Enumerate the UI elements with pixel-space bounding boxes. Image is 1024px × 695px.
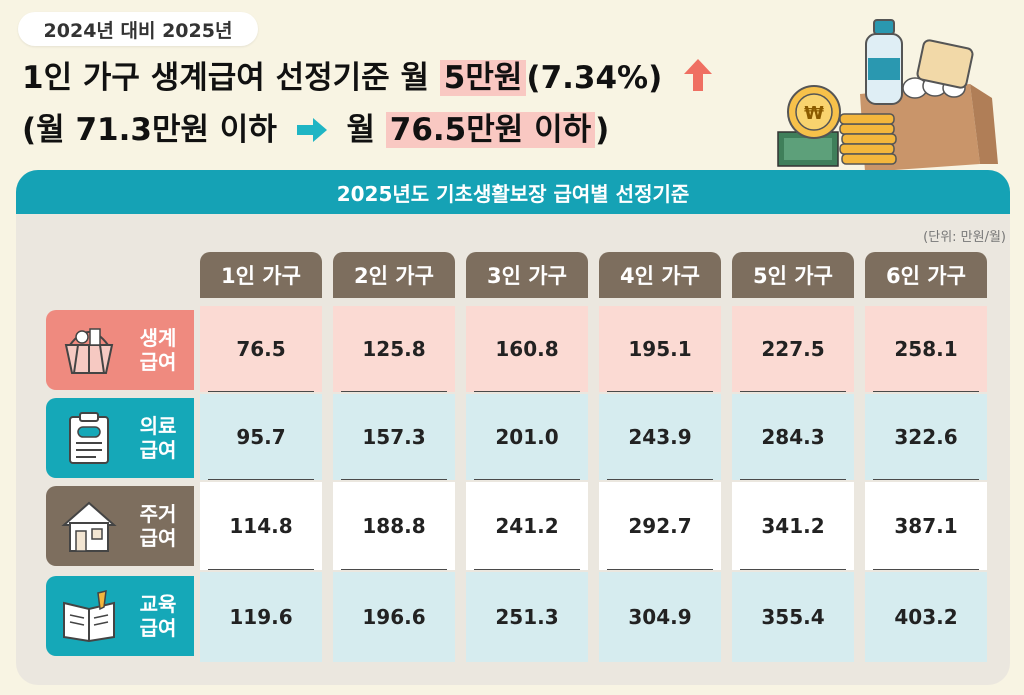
table-cell: 227.5 — [732, 306, 854, 392]
headline-highlight-amount: 5만원 — [439, 60, 527, 96]
row-label-bottom: 급여 — [139, 526, 177, 550]
table-cell: 251.3 — [466, 572, 588, 662]
row-label-medical: 의료 급여 — [46, 398, 194, 478]
table-cell: 201.0 — [466, 394, 588, 480]
table-cell: 284.3 — [732, 394, 854, 480]
row-label-top: 교육 — [139, 592, 177, 616]
house-icon — [61, 501, 117, 552]
headline-new-threshold: 76.5만원 이하 — [385, 112, 596, 148]
table-cell: 292.7 — [599, 482, 721, 570]
row-label-top: 의료 — [139, 414, 177, 438]
column-header-1-person: 1인 가구 — [200, 252, 322, 298]
row-label-livelihood: 생계 급여 — [46, 310, 194, 390]
table-cell: 114.8 — [200, 482, 322, 570]
open-book-icon — [63, 590, 115, 643]
table-cell: 387.1 — [865, 482, 987, 570]
row-label-housing: 주거 급여 — [46, 486, 194, 566]
table-cell: 341.2 — [732, 482, 854, 570]
table-cell: 196.6 — [333, 572, 455, 662]
arrow-up-icon — [684, 59, 713, 91]
table-cell: 258.1 — [865, 306, 987, 392]
headline-line-1: 1인 가구 생계급여 선정기준 월 5만원 (7.34%) — [22, 58, 713, 98]
medical-chart-icon — [69, 412, 109, 464]
table-cell: 95.7 — [200, 394, 322, 480]
table-cell: 160.8 — [466, 306, 588, 392]
svg-text:₩: ₩ — [804, 103, 824, 124]
table-cell: 355.4 — [732, 572, 854, 662]
table-cell: 304.9 — [599, 572, 721, 662]
row-label-top: 주거 — [139, 502, 177, 526]
table-cell: 243.9 — [599, 394, 721, 480]
row-label-bottom: 급여 — [139, 616, 177, 640]
column-header-3-person: 3인 가구 — [466, 252, 588, 298]
table-cell: 119.6 — [200, 572, 322, 662]
row-label-education: 교육 급여 — [46, 576, 194, 656]
year-comparison-badge: 2024년 대비 2025년 — [18, 12, 258, 46]
column-header-4-person: 4인 가구 — [599, 252, 721, 298]
row-label-bottom: 급여 — [139, 438, 177, 462]
row-label-top: 생계 — [139, 326, 177, 350]
grocery-money-illustration: ₩ — [777, 19, 998, 172]
unit-label: (단위: 만원/월) — [923, 230, 1006, 245]
headline-percent: (7.34%) — [526, 60, 663, 96]
table-cell: 322.6 — [865, 394, 987, 480]
row-label-bottom: 급여 — [139, 350, 177, 374]
table-cell: 241.2 — [466, 482, 588, 570]
headline-previous-threshold: (월 71.3만원 이하 — [22, 112, 277, 148]
table-cell: 403.2 — [865, 572, 987, 662]
column-header-5-person: 5인 가구 — [732, 252, 854, 298]
table-title: 2025년도 기초생활보장 급여별 선정기준 — [16, 170, 1010, 214]
shopping-basket-icon — [64, 328, 114, 374]
headline-line-2: (월 71.3만원 이하 월 76.5만원 이하) — [22, 110, 609, 150]
headline-close-paren: ) — [595, 112, 610, 148]
column-header-2-person: 2인 가구 — [333, 252, 455, 298]
table-cell: 188.8 — [333, 482, 455, 570]
arrow-right-icon — [296, 118, 327, 142]
headline-prefix: 1인 가구 생계급여 선정기준 월 — [22, 60, 440, 96]
table-cell: 125.8 — [333, 306, 455, 392]
table-cell: 76.5 — [200, 306, 322, 392]
headline-month-label: 월 — [346, 112, 386, 148]
table-cell: 157.3 — [333, 394, 455, 480]
column-header-6-person: 6인 가구 — [865, 252, 987, 298]
table-cell: 195.1 — [599, 306, 721, 392]
